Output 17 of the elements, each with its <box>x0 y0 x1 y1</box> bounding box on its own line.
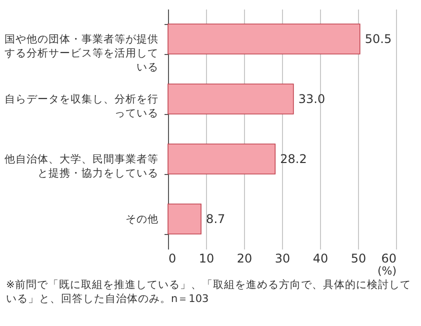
y-tick-label: 自らデータを収集し、分析を行っている <box>4 92 158 120</box>
x-tick-label: 20 <box>236 252 252 266</box>
x-tick-label: 60 <box>381 252 396 266</box>
text: ※前問で「既に取組を推進している」、「取組を進める方向で、具体的に検討している」と、回答した自治体のみ。n＝103 <box>6 278 411 306</box>
data-label: 28.2 <box>280 152 307 166</box>
x-axis-title: (%) <box>377 264 396 278</box>
data-label: 8.7 <box>206 212 226 226</box>
y-tick-label: その他 <box>126 214 158 226</box>
data-label: 50.5 <box>364 32 392 46</box>
x-tick-label: 40 <box>312 252 328 266</box>
x-tick-label: 50 <box>350 252 366 266</box>
y-tick-label: 他自治体、大学、民間事業者等と提携・協力をしている <box>4 152 158 180</box>
data-label: 33.0 <box>298 92 326 106</box>
x-tick-label: 0 <box>168 252 176 266</box>
y-tick-label: 国や他の団体・事業者等が提供する分析サービス等を活用している <box>4 32 158 74</box>
x-tick-label: 10 <box>198 252 214 266</box>
x-tick-label: 30 <box>274 252 290 266</box>
